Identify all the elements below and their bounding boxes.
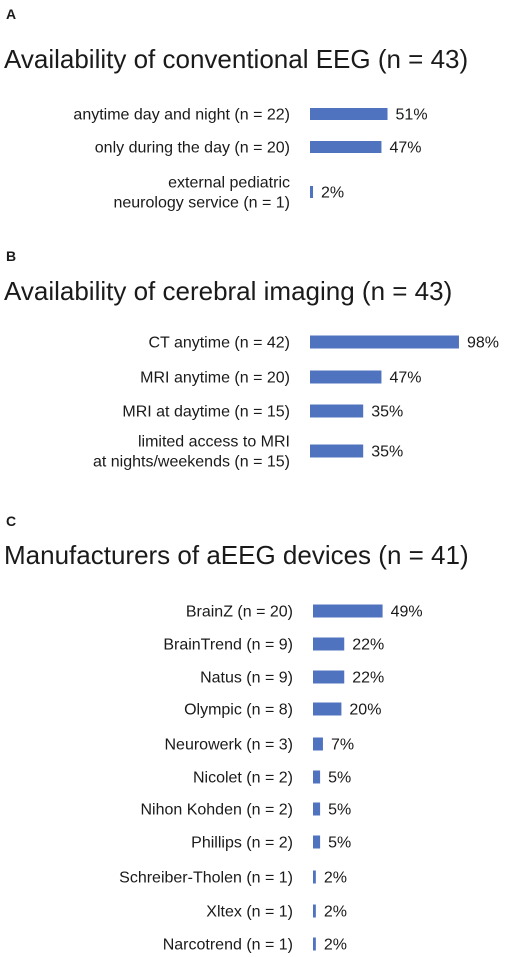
category-label: MRI anytime (n = 20) [140,370,290,387]
panel-letter-a: A [6,6,17,22]
data-label: 2% [324,904,347,921]
bar [310,444,364,458]
bar [313,802,321,816]
category-label: limited access to MRI at nights/weekends … [93,434,290,471]
panel-b: B Availability of cerebral imaging (n = … [0,245,510,505]
category-label: Xltex (n = 1) [206,904,293,921]
category-label: BrainTrend (n = 9) [163,637,293,654]
category-label: Narcotrend (n = 1) [163,937,293,954]
category-label: Nihon Kohden (n = 2) [140,802,293,819]
bar [313,637,345,651]
category-label: Olympic (n = 8) [184,702,293,719]
category-label: external pediatric neurology service (n =… [113,175,290,212]
panel-c: C Manufacturers of aEEG devices (n = 41)… [0,507,510,957]
panel-b-title: Availability of cerebral imaging (n = 43… [4,276,453,306]
data-label: 2% [324,870,347,887]
data-label: 49% [391,604,423,621]
bar [310,370,382,384]
data-label: 5% [328,770,351,787]
bar [310,186,314,198]
bar [313,770,321,784]
bar [313,904,316,918]
category-label: Neurowerk (n = 3) [165,737,294,754]
panel-a: A Availability of conventional EEG (n = … [0,0,510,245]
data-label: 7% [331,737,354,754]
data-label: 22% [352,670,384,687]
data-label: 47% [389,370,421,387]
bar [310,141,382,153]
bar [313,835,321,849]
category-label: anytime day and night (n = 22) [73,107,290,124]
panel-c-title: Manufacturers of aEEG devices (n = 41) [4,540,469,570]
category-label: Nicolet (n = 2) [193,770,293,787]
data-label: 47% [389,140,421,157]
bar [313,702,342,716]
bar [310,404,364,418]
data-label: 20% [349,702,381,719]
category-label: Schreiber-Tholen (n = 1) [119,870,293,887]
category-label: Phillips (n = 2) [191,835,293,852]
bar [313,937,316,951]
panel-a-title: Availability of conventional EEG (n = 43… [4,44,469,74]
data-label: 98% [467,335,499,352]
category-label: CT anytime (n = 42) [148,335,290,352]
chart-c: BrainZ (n = 20) 49% BrainTrend (n = 9) 22% N… [119,604,423,954]
category-label: MRI at daytime (n = 15) [122,404,290,421]
data-label: 5% [328,835,351,852]
panel-letter-c: C [6,513,17,529]
bar [313,670,345,684]
category-label: only during the day (n = 20) [95,140,290,157]
bar [310,108,388,120]
bar [313,604,383,618]
bar [313,870,316,884]
category-label: BrainZ (n = 20) [186,604,293,621]
bar [313,737,323,751]
data-label: 2% [324,937,347,954]
chart-a: anytime day and night (n = 22) 51% only du… [73,107,428,212]
data-label: 35% [371,404,403,421]
chart-b: CT anytime (n = 42) 98% MRI anytime (n = 2… [93,335,499,471]
panel-letter-b: B [6,248,17,264]
data-label: 35% [371,444,403,461]
data-label: 22% [352,637,384,654]
category-label: Natus (n = 9) [200,670,293,687]
bar [310,335,459,349]
data-label: 51% [396,107,428,124]
data-label: 5% [328,802,351,819]
data-label: 2% [321,185,344,202]
